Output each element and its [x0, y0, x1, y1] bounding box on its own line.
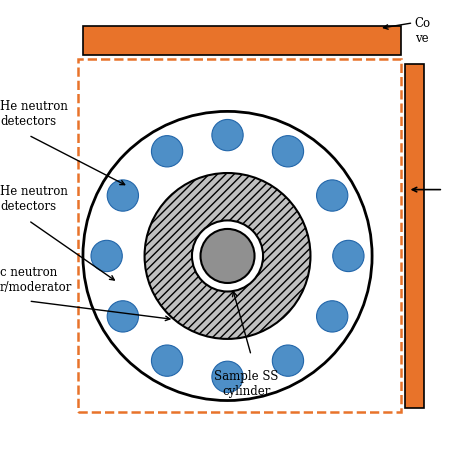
Circle shape: [192, 220, 263, 292]
Circle shape: [201, 229, 255, 283]
Text: He neutron
detectors: He neutron detectors: [0, 100, 68, 128]
Circle shape: [272, 345, 303, 376]
Circle shape: [83, 111, 372, 401]
Bar: [405, 64, 424, 408]
Circle shape: [212, 119, 243, 151]
Circle shape: [107, 301, 138, 332]
Circle shape: [91, 240, 122, 272]
Circle shape: [333, 240, 364, 272]
Circle shape: [107, 180, 138, 211]
Text: Co
ve: Co ve: [415, 17, 431, 45]
Text: Sample SS
cylinder: Sample SS cylinder: [214, 370, 279, 398]
Text: c neutron
r/moderator: c neutron r/moderator: [0, 266, 73, 294]
Circle shape: [273, 136, 304, 167]
Circle shape: [152, 345, 183, 376]
Circle shape: [212, 361, 243, 392]
Bar: [78, 59, 401, 412]
Circle shape: [152, 136, 182, 167]
Text: He neutron
detectors: He neutron detectors: [0, 185, 68, 213]
Bar: [83, 26, 401, 55]
Circle shape: [317, 180, 348, 211]
Circle shape: [145, 173, 310, 339]
Circle shape: [317, 301, 348, 332]
